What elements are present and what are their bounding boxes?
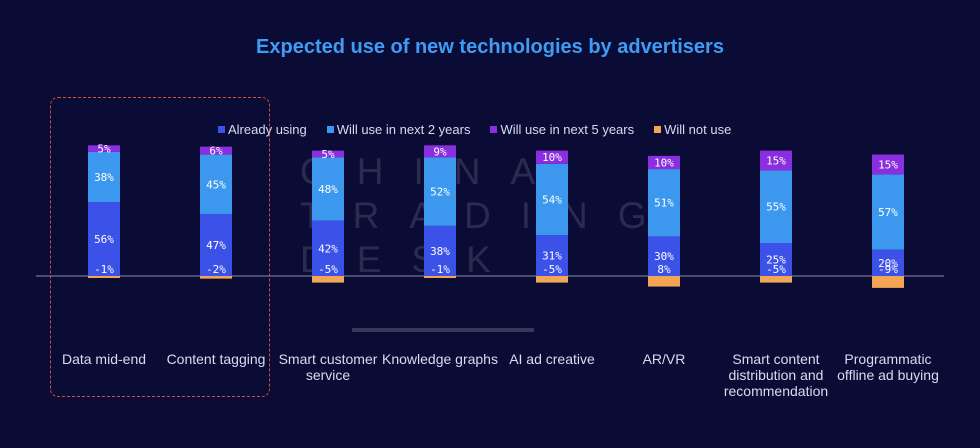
data-label: 8% <box>657 263 671 276</box>
bar-segment-negative <box>88 276 120 278</box>
legend-label: Will use in next 2 years <box>336 122 471 137</box>
data-label: -2% <box>206 263 226 276</box>
bar-segment <box>312 157 344 221</box>
data-label: -9% <box>878 263 898 276</box>
bar-segment <box>200 146 232 155</box>
bar-segment <box>648 169 680 237</box>
data-label: 25% <box>766 254 786 267</box>
legend-item-next-2-years: Will use in next 2 years <box>326 122 471 137</box>
bar-segment <box>872 174 904 250</box>
data-label: 48% <box>318 183 338 196</box>
data-label: 47% <box>206 239 226 252</box>
bar-segment <box>536 150 568 164</box>
bar-segment-negative <box>872 276 904 288</box>
data-label: 54% <box>542 193 562 206</box>
data-label: 57% <box>878 206 898 219</box>
category-label: Smart customer service <box>278 351 378 383</box>
data-label: -1% <box>430 263 450 276</box>
bar-segment <box>536 163 568 236</box>
category-label: Content tagging <box>166 351 266 367</box>
bar-segment <box>424 225 456 276</box>
data-label: 38% <box>430 245 450 258</box>
data-label: 6% <box>209 145 223 158</box>
legend-swatch <box>218 126 225 133</box>
legend-label: Will use in next 5 years <box>500 122 635 137</box>
data-label: -5% <box>318 263 338 276</box>
data-label: 56% <box>94 233 114 246</box>
data-label: 52% <box>430 186 450 199</box>
highlight-box <box>50 97 270 397</box>
watermark-bar <box>352 328 534 332</box>
data-label: 10% <box>654 156 674 169</box>
data-label: 10% <box>542 151 562 164</box>
legend-item-will-not-use: Will not use <box>654 122 731 137</box>
bar-segment <box>312 150 344 158</box>
legend-label: Already using <box>228 122 307 137</box>
bar-segment <box>648 236 680 276</box>
bar-segment <box>760 150 792 171</box>
data-label: -5% <box>766 263 786 276</box>
bar-segment <box>424 157 456 226</box>
legend-item-next-5-years: Will use in next 5 years <box>490 122 634 137</box>
legend-swatch <box>490 126 498 133</box>
bar-segment-negative <box>760 276 792 283</box>
category-label: Knowledge graphs <box>382 351 498 367</box>
category-label: Data mid-end <box>61 351 147 367</box>
chart-legend: Already using Will use in next 2 years W… <box>218 122 751 137</box>
category-label: Smart content distribution and recommend… <box>723 351 829 399</box>
data-label: 45% <box>206 178 226 191</box>
data-label: 38% <box>94 171 114 184</box>
data-label: 15% <box>766 155 786 168</box>
data-label: 5% <box>97 143 111 156</box>
category-label: AR/VR <box>642 351 686 367</box>
bar-segment <box>536 235 568 276</box>
bar-segment <box>424 145 456 158</box>
bar-segment <box>200 154 232 214</box>
data-label: 20% <box>878 257 898 270</box>
data-label: 42% <box>318 242 338 255</box>
bar-segment-negative <box>312 276 344 283</box>
bar-segment <box>872 249 904 276</box>
bar-segment-negative <box>200 276 232 279</box>
data-label: -5% <box>542 263 562 276</box>
bar-segment <box>312 220 344 276</box>
bar-segment <box>872 154 904 175</box>
category-label: AI ad creative <box>509 351 595 367</box>
data-label: 30% <box>654 250 674 263</box>
bar-segment <box>200 213 232 276</box>
bar-segment <box>760 243 792 276</box>
category-label: Programmatic offline ad buying <box>837 351 939 383</box>
data-label: 9% <box>433 145 447 158</box>
legend-item-already-using: Already using <box>218 122 307 137</box>
legend-swatch <box>326 126 334 133</box>
data-label: 5% <box>321 148 335 161</box>
legend-label: Will not use <box>664 122 732 137</box>
bar-segment <box>760 170 792 243</box>
bar-segment-negative <box>424 276 456 278</box>
bar-segment-negative <box>536 276 568 283</box>
data-label: 15% <box>878 158 898 171</box>
bar-segment <box>648 155 680 170</box>
legend-swatch <box>654 126 662 133</box>
data-label: -1% <box>94 263 114 276</box>
chart-title: Expected use of new technologies by adve… <box>256 36 724 58</box>
bar-segment <box>88 145 120 152</box>
bar-segment-negative <box>648 276 680 287</box>
data-label: 51% <box>654 197 674 210</box>
data-label: 55% <box>766 201 786 214</box>
data-label: 31% <box>542 250 562 263</box>
bar-segment <box>88 151 120 203</box>
bar-segment <box>88 202 120 276</box>
